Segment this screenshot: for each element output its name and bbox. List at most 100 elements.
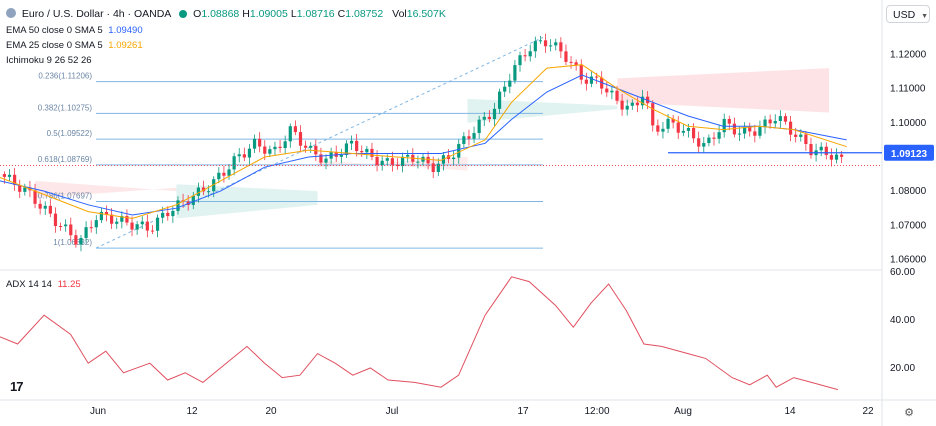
legend-ema25-value: 1.09261 [108,40,143,51]
candle-body [314,145,318,155]
candle-body [400,156,405,167]
legend-ema50[interactable]: EMA 50 close 0 SMA 5 1.09490 [6,25,146,37]
candle-body [615,90,619,101]
gear-icon[interactable]: ⚙ [904,407,914,419]
candle-body [462,136,466,144]
candle-body [589,76,594,84]
candle-body [43,205,47,209]
cloud-segment [617,68,830,113]
candle-body [671,118,675,123]
candle-body [94,220,98,228]
candle-body [799,134,803,137]
fibonacci-retracement[interactable]: 0.236(1.11206) 0.382(1.10275) 0.5(1.09522)… [38,36,544,249]
candle-body [201,187,206,192]
fib-level-label: 1(1.06332) [53,238,92,247]
candle-body [89,227,93,229]
candle-body [819,146,823,151]
candle-body [661,128,665,132]
candle-body [130,222,134,230]
candle-body [605,88,609,93]
candle-body [2,174,7,177]
time-axis[interactable]: Jun 12 20 Jul 17 12:00 Aug 14 22 [90,406,874,417]
price-tick-label: 1.12000 [890,49,927,60]
candle-body [584,79,588,84]
legend-ichimoku-name: Ichimoku 9 26 52 26 [6,55,92,66]
candle-body [395,164,400,167]
price-tick-label: 1.08000 [890,186,927,197]
current-price-tag [884,144,934,161]
candle-body [69,224,73,236]
candle-body [339,154,343,157]
adx-tick-label: 60.00 [890,267,915,278]
candle-body [288,126,292,142]
cloud-segment [467,98,618,123]
legend-ema25[interactable]: EMA 25 close 0 SMA 5 1.09261 [6,40,146,52]
candle-body [528,51,532,57]
candle-body [753,131,757,136]
candle-body [702,143,706,147]
candle-body [564,51,568,62]
candle-body [303,145,308,148]
candle-body [64,224,68,227]
candlestick-series [2,33,844,252]
fib-trend-line [95,36,544,249]
ohlc-value: 1.09005 [249,8,288,20]
market-status-icon [179,10,188,18]
candle-body [212,179,216,192]
candle-body [503,86,507,92]
candle-body [23,187,27,192]
candle-body [344,143,349,155]
candle-body [533,41,537,52]
candle-body [829,155,834,160]
candle-body [768,119,772,124]
volume-value: 16.507K [406,8,446,20]
candle-body [554,42,558,46]
legend-ema50-value: 1.09490 [108,25,143,36]
candle-body [390,158,394,165]
support-line[interactable] [0,152,882,166]
symbol-header: Euro / U.S. Dollar · 4h · OANDA O1.08868… [6,8,449,20]
candle-body [207,191,211,193]
candle-body [273,146,277,150]
candle-body [840,154,844,157]
fib-level-label: 0.786(1.07697) [38,191,93,200]
candle-body [385,158,389,161]
candle-body [707,137,711,144]
ohlc-values: O1.08868 H1.09005 L1.08716 C1.08752 [193,8,386,20]
candle-body [569,61,573,63]
candle-body [176,200,180,211]
moving-averages [0,64,847,220]
candle-body [125,216,129,223]
price-tick-label: 1.07000 [890,220,927,231]
legend-ichimoku[interactable]: Ichimoku 9 26 52 26 [6,55,95,67]
candle-body [579,65,583,80]
candle-body [743,126,747,134]
time-tick-label: Aug [674,406,692,417]
candle-body [370,148,374,157]
candle-body [635,102,640,106]
symbol-title[interactable]: Euro / U.S. Dollar · 4h · OANDA [21,8,172,20]
candle-body [349,140,354,144]
price-axis[interactable]: 1.12000 1.11000 1.10000 1.08000 1.07000 1.060… [884,49,934,265]
candle-body [365,148,369,153]
candle-body [58,226,63,228]
candle-body [222,172,226,176]
currency-label: USD [893,9,916,21]
adx-tick-label: 20.00 [890,363,915,374]
candle-body [79,237,83,245]
candle-body [13,174,17,185]
symbol-flag-icon [6,8,16,18]
cloud-segment [35,180,177,198]
legend-adx[interactable]: ADX 14 14 11.25 [6,279,84,291]
time-tick-label: Jun [90,406,106,417]
currency-selector-button[interactable]: USD ▼ [886,5,930,23]
time-tick-label: 20 [265,406,277,417]
tradingview-logo-icon[interactable]: 17 [10,379,24,394]
candle-body [53,213,58,227]
chevron-down-icon: ▼ [921,13,929,20]
fib-level-label: 0.618(1.08769) [38,155,93,164]
candle-body [48,205,52,214]
candle-body [120,216,124,222]
